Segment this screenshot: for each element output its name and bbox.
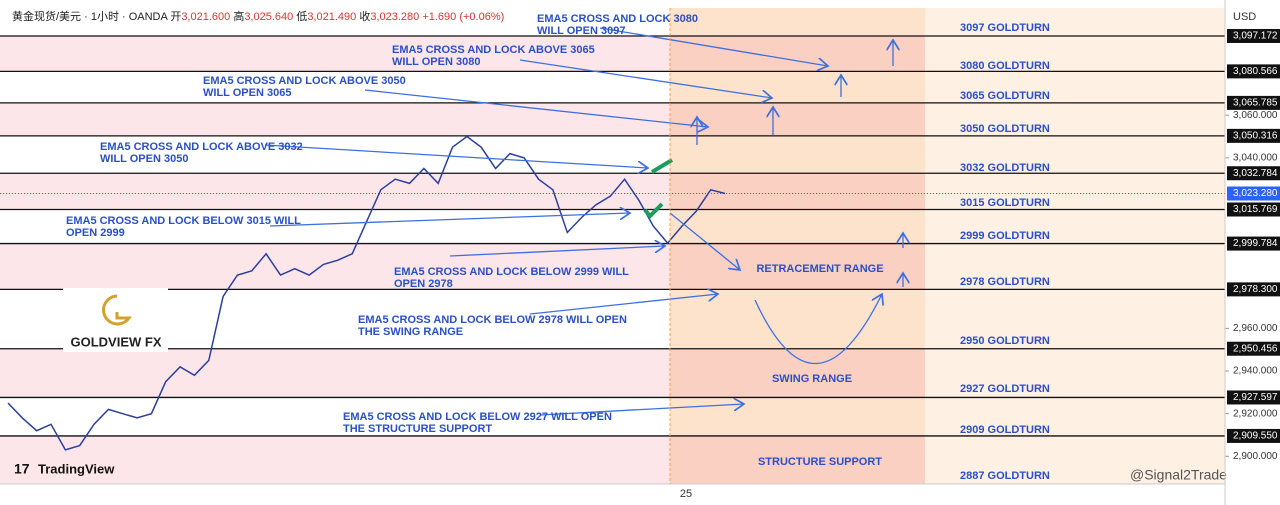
- level-label-bg: [1227, 95, 1280, 110]
- goldturn-label: 3050 GOLDTURN: [960, 123, 1050, 135]
- annotation: EMA5 CROSS AND LOCK BELOW 2999 WILL: [394, 266, 629, 278]
- level-label-bg: [1227, 28, 1280, 43]
- high-label: 高: [233, 9, 244, 23]
- change: +1.690 (+0.06%): [422, 11, 504, 23]
- level-label: 3,065.785: [1233, 98, 1278, 109]
- goldturn-label: 2978 GOLDTURN: [960, 276, 1050, 288]
- current-label: 3,023.280: [1233, 188, 1278, 199]
- goldturn-label: 2999 GOLDTURN: [960, 230, 1050, 242]
- logo-text: GOLDVIEW FX: [71, 334, 162, 349]
- level-label: 3,032.784: [1233, 168, 1278, 179]
- level-label: 3,097.172: [1233, 31, 1278, 42]
- zone-right: [670, 8, 925, 484]
- zone-band: [0, 102, 925, 136]
- goldturn-label: 3080 GOLDTURN: [960, 60, 1050, 72]
- price-line: [7, 135, 726, 451]
- annotation: EMA5 CROSS AND LOCK BELOW 2927 WILL OPEN: [343, 411, 612, 423]
- level-label: 3,050.316: [1233, 131, 1278, 142]
- goldturn-label: 3097 GOLDTURN: [960, 22, 1050, 34]
- annotation: EMA5 CROSS AND LOCK ABOVE 3032: [100, 141, 303, 153]
- close: 3,023.280: [370, 11, 419, 23]
- zone-far: [925, 8, 1225, 484]
- zone-bands: [0, 8, 1225, 484]
- zone-label: RETRACEMENT RANGE: [756, 263, 883, 275]
- annotation: EMA5 CROSS AND LOCK ABOVE 3065: [392, 44, 595, 56]
- logo-box: [63, 288, 168, 352]
- annotation: EMA5 CROSS AND LOCK BELOW 2978 WILL OPEN: [358, 314, 627, 326]
- current-label-bg: [1227, 186, 1280, 201]
- annotation: THE SWING RANGE: [358, 326, 463, 338]
- level-label-bg: [1227, 202, 1280, 217]
- annotation: WILL OPEN 3050: [100, 153, 188, 165]
- zone-label: STRUCTURE SUPPORT: [758, 456, 882, 468]
- low: 3,021.490: [307, 11, 356, 23]
- header-bg: [0, 0, 1225, 8]
- annotation: EMA5 CROSS AND LOCK ABOVE 3050: [203, 75, 406, 87]
- y-tick-label: 3,060.000: [1233, 110, 1278, 121]
- annotation: EMA5 CROSS AND LOCK 3080: [537, 13, 698, 25]
- goldturn-label: 3015 GOLDTURN: [960, 197, 1050, 209]
- high: 3,025.640: [244, 11, 293, 23]
- goldturn-label: 2927 GOLDTURN: [960, 383, 1050, 395]
- price: [7, 135, 726, 451]
- brand-icon: 17: [14, 461, 30, 477]
- annotation: EMA5 CROSS AND LOCK BELOW 3015 WILL: [66, 215, 301, 227]
- annotation: OPEN 2978: [394, 278, 453, 290]
- arrows: [264, 27, 903, 416]
- level-label: 2,950.456: [1233, 343, 1278, 354]
- goldturn-label: 2887 GOLDTURN: [960, 470, 1050, 482]
- zone-band: [0, 348, 925, 398]
- level-label: 2,909.550: [1233, 431, 1278, 442]
- annotation: WILL OPEN 3097: [537, 25, 625, 37]
- annotation: WILL OPEN 3080: [392, 56, 480, 68]
- y-tick-label: 2,900.000: [1233, 451, 1278, 462]
- symbol: 黄金现货/美元 · 1小时 · OANDA: [12, 9, 169, 23]
- y-tick-label: 2,960.000: [1233, 323, 1278, 334]
- open: 3,021.600: [181, 11, 230, 23]
- goldturn-label: 2909 GOLDTURN: [960, 424, 1050, 436]
- zone-band: [0, 173, 925, 210]
- goldturn-label: 2950 GOLDTURN: [960, 335, 1050, 347]
- annotation: OPEN 2999: [66, 227, 125, 239]
- open-label: 开: [170, 11, 181, 23]
- level-label: 2,999.784: [1233, 238, 1278, 249]
- level-label-bg: [1227, 341, 1280, 356]
- goldturn-label: 3065 GOLDTURN: [960, 90, 1050, 102]
- levels: [0, 35, 1229, 457]
- annotation: WILL OPEN 3065: [203, 87, 291, 99]
- y-tick-label: 2,920.000: [1233, 408, 1278, 419]
- level-label-bg: [1227, 166, 1280, 181]
- annotation: THE STRUCTURE SUPPORT: [343, 423, 492, 435]
- level-label-bg: [1227, 428, 1280, 443]
- level-label: 2,927.597: [1233, 392, 1278, 403]
- y-tick-label: 2,940.000: [1233, 366, 1278, 377]
- level-label: 3,080.566: [1233, 66, 1278, 77]
- level-label-bg: [1227, 128, 1280, 143]
- watermark: @Signal2Trade: [1130, 467, 1227, 483]
- level-label: 2,978.300: [1233, 284, 1278, 295]
- level-label-bg: [1227, 64, 1280, 79]
- zone-band: [0, 243, 925, 290]
- brand: TradingView: [38, 461, 115, 476]
- zone-band: [0, 435, 925, 484]
- low-label: 低: [296, 10, 307, 23]
- goldturn-label: 3032 GOLDTURN: [960, 162, 1050, 174]
- level-label-bg: [1227, 282, 1280, 297]
- y-tick-label: 3,040.000: [1233, 152, 1278, 163]
- currency: USD: [1233, 11, 1256, 23]
- close-label: 收: [359, 9, 370, 23]
- zone-label: SWING RANGE: [772, 373, 852, 385]
- level-label-bg: [1227, 390, 1280, 405]
- logo-icon: [102, 294, 132, 326]
- level-label: 3,015.769: [1233, 204, 1278, 215]
- level-label-bg: [1227, 236, 1280, 251]
- x-tick-label: 25: [680, 488, 692, 500]
- zone-band: [0, 35, 925, 72]
- header: 黄金现货/美元 · 1小时 · OANDA 开3,021.600 高3,025.…: [12, 9, 504, 23]
